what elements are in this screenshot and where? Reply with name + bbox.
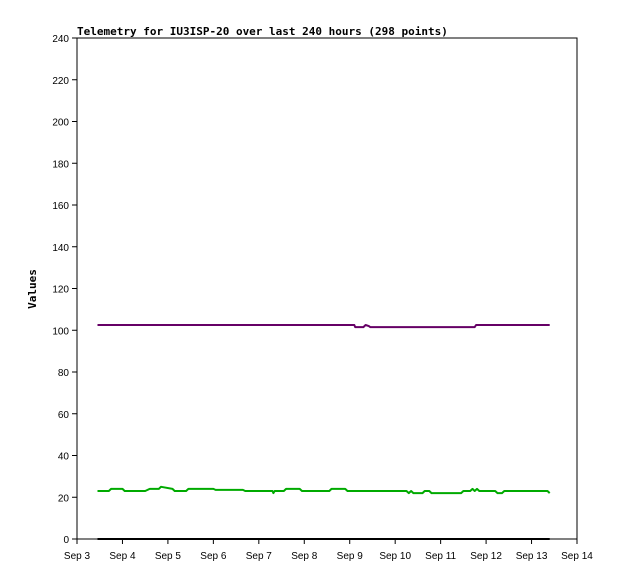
x-tick-label: Sep 14: [561, 551, 593, 562]
x-tick-label: Sep 10: [379, 551, 411, 562]
y-tick-label: 20: [58, 493, 70, 504]
x-tick-label: Sep 5: [155, 551, 182, 562]
y-tick-label: 120: [52, 285, 69, 296]
y-tick-label: 60: [58, 410, 70, 421]
x-tick-label: Sep 3: [64, 551, 91, 562]
x-axis: Sep 3 Sep 4 Sep 5 Sep 6 Sep 7 Sep 8 Sep 9 Sep 1…: [64, 539, 593, 562]
series-layer: [97, 324, 551, 540]
series-line-1: [97, 324, 550, 329]
series-line-2: [97, 485, 551, 495]
x-tick-label: Sep 13: [516, 551, 548, 562]
y-tick-label: 240: [52, 34, 69, 45]
plot-frame: [76, 37, 578, 540]
x-tick-label: Sep 6: [200, 551, 227, 562]
chart-title: Telemetry for IU3ISP-20 over last 240 ho…: [77, 25, 448, 38]
x-tick-label: Sep 4: [109, 551, 136, 562]
y-axis: 0 20 40 60 80 100 120 140 160 180 200 220 240: [52, 34, 77, 546]
x-tick-label: Sep 7: [246, 551, 273, 562]
y-tick-label: 180: [52, 159, 69, 170]
y-tick-label: 0: [63, 535, 69, 546]
x-tick-label: Sep 11: [425, 551, 456, 562]
y-tick-label: 40: [58, 452, 70, 463]
y-axis-label: Values: [26, 269, 39, 309]
y-tick-label: 160: [52, 201, 69, 212]
y-tick-label: 140: [52, 243, 69, 254]
y-tick-label: 100: [52, 326, 69, 337]
y-tick-label: 200: [52, 118, 69, 129]
y-tick-label: 80: [58, 368, 70, 379]
y-tick-label: 220: [52, 76, 69, 87]
x-tick-label: Sep 8: [291, 551, 318, 562]
x-tick-label: Sep 9: [337, 551, 364, 562]
x-tick-label: Sep 12: [470, 551, 502, 562]
